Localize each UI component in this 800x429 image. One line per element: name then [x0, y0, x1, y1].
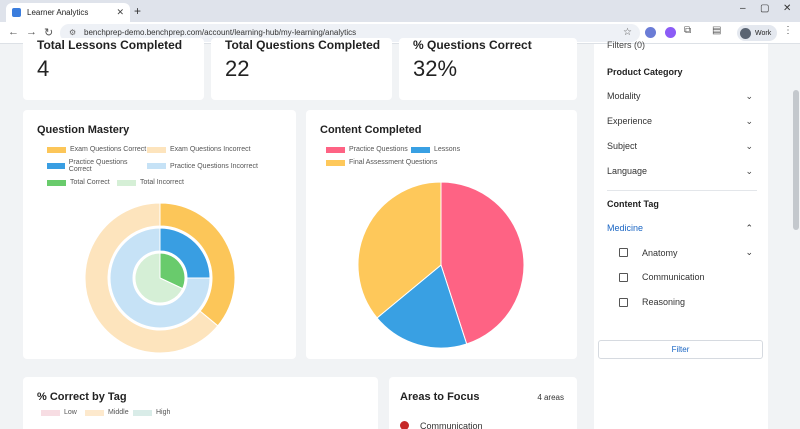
extension-2-icon[interactable]: [665, 27, 676, 38]
total-incorrect-slice[interactable]: [134, 252, 184, 304]
site-info-icon[interactable]: ⚙: [69, 28, 77, 37]
filter-experience[interactable]: Experience ⌄: [607, 116, 753, 126]
new-tab-icon[interactable]: +: [134, 4, 142, 18]
favicon-icon: [12, 8, 21, 17]
back-icon[interactable]: ←: [8, 26, 19, 38]
card-title: % Correct by Tag: [37, 391, 127, 403]
checkbox[interactable]: [619, 248, 628, 257]
profile-button[interactable]: Work: [737, 25, 777, 41]
stat-card-questions: Total Questions Completed 22: [211, 38, 392, 100]
filter-medicine[interactable]: Medicine ⌃: [607, 223, 753, 233]
minimize-icon[interactable]: –: [740, 3, 746, 14]
close-window-icon[interactable]: ✕: [783, 3, 792, 14]
checkbox[interactable]: [619, 297, 628, 307]
final-assessment-slice[interactable]: [357, 181, 442, 319]
url-text: benchprep-demo.benchprep.com/account/lea…: [84, 28, 357, 37]
avatar: [740, 27, 751, 39]
tag-anatomy[interactable]: Anatomy ⌄: [619, 247, 753, 258]
bookmark-star-icon[interactable]: ☆: [623, 27, 632, 38]
profile-label: Work: [755, 29, 772, 37]
focus-dot-icon: [400, 421, 409, 429]
stat-value: 4: [37, 56, 50, 81]
card-title: Question Mastery: [37, 124, 130, 136]
content-tag-heading: Content Tag: [607, 199, 659, 209]
legend-item[interactable]: Practice Questions Correct: [47, 159, 147, 173]
legend-item[interactable]: Lessons: [411, 146, 531, 153]
correct-by-tag-card: % Correct by Tag Low Middle High: [23, 377, 378, 429]
legend-item[interactable]: Middle: [85, 409, 133, 416]
legend-item[interactable]: Final Assessment Questions: [326, 159, 466, 166]
checkbox[interactable]: [619, 272, 628, 282]
practice-questions-slice[interactable]: [440, 181, 525, 345]
content-completed-card: Content Completed Practice Questions Les…: [306, 110, 577, 359]
chevron-down-icon: ⌄: [745, 116, 753, 126]
side-panel-icon[interactable]: ▤: [712, 25, 722, 36]
page-scrollbar[interactable]: [792, 44, 800, 429]
stat-value: 32%: [413, 56, 458, 81]
legend-item[interactable]: Exam Questions Incorrect: [147, 146, 265, 153]
divider: [607, 190, 757, 191]
browser-tab[interactable]: Learner Analytics ✕: [6, 3, 130, 22]
chevron-down-icon[interactable]: ⌄: [745, 247, 753, 257]
browser-tab-strip: Learner Analytics ✕ + – ▢ ✕: [0, 0, 800, 22]
chevron-down-icon: ⌄: [745, 91, 753, 101]
focus-item[interactable]: Communication: [420, 421, 483, 429]
url-field[interactable]: ⚙ benchprep-demo.benchprep.com/account/l…: [60, 24, 640, 42]
legend-item[interactable]: Total Correct: [47, 179, 117, 186]
chart-legend: Low Middle High: [41, 409, 241, 422]
chevron-down-icon: ⌄: [745, 166, 753, 176]
menu-kebab-icon[interactable]: ⋮: [783, 25, 793, 36]
stat-value: 22: [225, 56, 250, 81]
legend-item[interactable]: Exam Questions Correct: [47, 146, 147, 153]
card-title: Areas to Focus: [400, 391, 480, 403]
areas-count: 4 areas: [537, 393, 564, 402]
chevron-down-icon: ⌄: [745, 141, 753, 151]
content-completed-chart: [357, 181, 525, 349]
tab-title: Learner Analytics: [27, 8, 89, 17]
tag-reasoning[interactable]: Reasoning: [619, 297, 753, 307]
product-category-heading: Product Category: [607, 67, 683, 77]
maximize-icon[interactable]: ▢: [760, 3, 770, 14]
filter-button[interactable]: Filter: [598, 340, 763, 359]
extension-1-icon[interactable]: [645, 27, 656, 38]
legend-item[interactable]: Total Incorrect: [117, 179, 217, 186]
filter-modality[interactable]: Modality ⌄: [607, 91, 753, 101]
lessons-slice[interactable]: [376, 264, 468, 349]
legend-item[interactable]: Practice Questions Incorrect: [147, 159, 265, 173]
reload-icon[interactable]: ↻: [44, 27, 54, 39]
stat-label: Total Questions Completed: [225, 38, 381, 52]
chart-legend: Practice Questions Lessons Final Assessm…: [326, 146, 566, 172]
close-tab-icon[interactable]: ✕: [116, 7, 124, 17]
chart-legend: Exam Questions Correct Exam Questions In…: [47, 146, 287, 192]
stat-card-lessons: Total Lessons Completed 4: [23, 38, 204, 100]
stat-label: Total Lessons Completed: [37, 38, 183, 52]
stat-label: % Questions Correct: [413, 38, 532, 52]
areas-to-focus-card: Areas to Focus 4 areas Communication: [389, 377, 577, 429]
question-mastery-chart: [84, 202, 236, 354]
filters-header: Filters (0): [607, 40, 645, 50]
forward-icon[interactable]: →: [26, 26, 37, 38]
extensions-puzzle-icon[interactable]: ⧉: [684, 25, 692, 36]
scrollbar-thumb[interactable]: [793, 90, 799, 230]
filter-subject[interactable]: Subject ⌄: [607, 141, 753, 151]
filter-language[interactable]: Language ⌄: [607, 166, 753, 176]
stat-card-correct: % Questions Correct 32%: [399, 38, 577, 100]
legend-item[interactable]: Practice Questions: [326, 146, 411, 153]
tag-communication[interactable]: Communication: [619, 272, 753, 282]
question-mastery-card: Question Mastery Exam Questions Correct …: [23, 110, 296, 359]
filters-sidebar: Filters (0) Product Category Modality ⌄ E…: [594, 40, 768, 429]
practice-incorrect-slice[interactable]: [109, 227, 211, 329]
chevron-up-icon: ⌃: [745, 223, 753, 233]
total-correct-slice[interactable]: [159, 252, 186, 290]
legend-item[interactable]: Low: [41, 409, 85, 416]
legend-item[interactable]: High: [133, 409, 177, 416]
card-title: Content Completed: [320, 124, 422, 136]
exam-incorrect-slice[interactable]: [84, 202, 219, 354]
